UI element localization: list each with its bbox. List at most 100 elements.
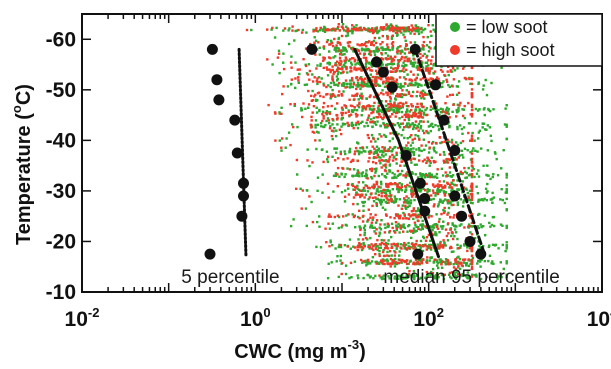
scatter-point <box>289 103 292 106</box>
scatter-point <box>393 28 396 31</box>
scatter-point <box>446 261 450 264</box>
scatter-point <box>473 237 477 240</box>
scatter-point <box>419 125 423 128</box>
scatter-point <box>375 245 378 248</box>
scatter-point <box>385 245 388 248</box>
scatter-point <box>403 70 406 73</box>
scatter-point <box>374 213 377 217</box>
scatter-point <box>327 119 331 122</box>
scatter-point <box>392 156 395 159</box>
scatter-point <box>338 82 341 85</box>
scatter-point <box>381 173 384 176</box>
scatter-point <box>290 66 293 69</box>
scatter-point <box>394 67 397 70</box>
scatter-point <box>421 44 424 47</box>
scatter-point <box>489 225 492 228</box>
scatter-point <box>423 52 426 56</box>
scatter-point <box>375 123 378 126</box>
scatter-point <box>467 122 471 125</box>
scatter-point <box>505 190 508 193</box>
scatter-point <box>369 216 372 219</box>
scatter-point <box>426 35 429 39</box>
scatter-point <box>317 91 321 94</box>
scatter-point <box>434 194 437 197</box>
scatter-point <box>313 42 316 46</box>
scatter-point <box>294 77 297 80</box>
scatter-point <box>322 106 325 109</box>
scatter-point <box>369 94 372 97</box>
scatter-point <box>450 250 454 253</box>
scatter-point <box>328 62 332 65</box>
scatter-point <box>367 114 371 117</box>
scatter-point <box>436 273 439 276</box>
scatter-point <box>388 262 391 265</box>
scatter-point <box>336 79 339 82</box>
scatter-point <box>341 261 344 265</box>
scatter-point <box>435 107 438 111</box>
scatter-point <box>329 81 333 85</box>
scatter-point <box>426 175 429 178</box>
scatter-point <box>396 174 399 177</box>
scatter-point <box>329 85 332 89</box>
scatter-point <box>369 224 373 227</box>
scatter-point <box>395 214 398 217</box>
scatter-point <box>372 160 375 164</box>
scatter-point <box>360 85 363 88</box>
scatter-point <box>478 244 481 248</box>
scatter-point <box>378 159 381 162</box>
scatter-point <box>434 275 437 279</box>
scatter-point <box>481 88 485 91</box>
scatter-point <box>422 258 425 261</box>
scatter-point <box>437 128 441 132</box>
scatter-point <box>407 90 410 94</box>
scatter-point <box>382 164 385 167</box>
scatter-point <box>337 94 341 97</box>
scatter-point <box>433 70 437 73</box>
scatter-point <box>431 122 434 126</box>
scatter-point <box>437 124 440 128</box>
scatter-point <box>374 243 377 246</box>
scatter-point <box>427 216 430 219</box>
scatter-point <box>383 239 386 242</box>
scatter-point <box>383 254 386 258</box>
scatter-point <box>305 31 308 34</box>
scatter-point <box>441 108 444 111</box>
scatter-point <box>376 46 379 49</box>
scatter-point <box>414 108 417 112</box>
scatter-point <box>356 29 360 32</box>
scatter-point <box>363 81 366 84</box>
scatter-point <box>359 195 362 199</box>
scatter-point <box>319 94 322 98</box>
scatter-point <box>414 263 417 266</box>
scatter-point <box>338 175 341 178</box>
scatter-point <box>388 182 391 186</box>
scatter-point <box>349 113 353 116</box>
scatter-point <box>488 221 491 225</box>
scatter-point <box>300 107 303 110</box>
scatter-point <box>280 106 283 109</box>
scatter-point <box>426 274 429 278</box>
scatter-point <box>374 192 377 195</box>
scatter-point <box>416 274 419 277</box>
scatter-point <box>396 33 399 36</box>
scatter-point <box>443 242 446 245</box>
scatter-point <box>451 174 455 177</box>
scatter-point <box>470 195 474 198</box>
scatter-point <box>386 189 389 192</box>
scatter-point <box>390 42 394 45</box>
scatter-point <box>409 147 413 151</box>
scatter-point <box>294 29 297 33</box>
scatter-point <box>463 166 466 170</box>
scatter-point <box>467 258 470 261</box>
scatter-point <box>409 70 413 73</box>
scatter-point <box>415 216 418 219</box>
scatter-point <box>327 56 331 59</box>
scatter-point <box>278 112 281 115</box>
scatter-point <box>412 209 415 212</box>
scatter-point <box>505 209 508 212</box>
scatter-point <box>409 32 412 35</box>
scatter-point <box>362 150 365 153</box>
scatter-point <box>337 62 341 65</box>
marker-95-percentile <box>430 79 441 91</box>
scatter-point <box>411 122 414 125</box>
